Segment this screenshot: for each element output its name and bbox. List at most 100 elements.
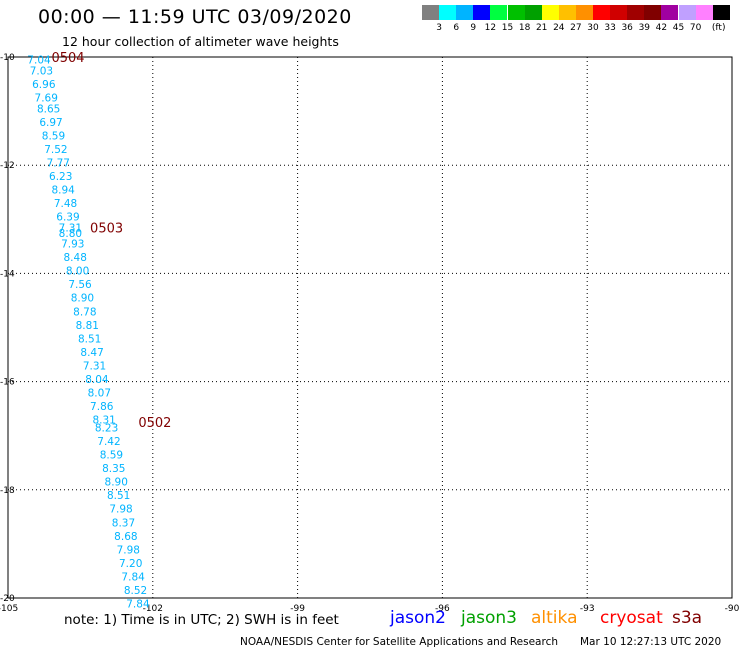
wave-height-label: 7.93	[61, 239, 84, 251]
page-title: 00:00 — 11:59 UTC 03/09/2020	[38, 6, 352, 28]
satellite-legend-s3a: s3a	[672, 608, 703, 628]
wave-height-label: 8.00	[66, 266, 89, 278]
wave-height-label: 7.52	[44, 144, 67, 156]
wave-height-label: 8.51	[78, 333, 101, 345]
colorbar-swatch	[422, 5, 439, 20]
time-label: 0504	[51, 51, 84, 66]
wave-height-label: 6.39	[56, 212, 79, 224]
y-tick-label: -12	[0, 161, 15, 171]
satellite-legend-jason2: jason2	[390, 608, 446, 628]
wave-height-label: 8.94	[51, 185, 75, 197]
colorbar-swatch	[541, 5, 559, 20]
colorbar-label: 12	[484, 23, 497, 33]
wave-height-label: 7.84	[126, 598, 150, 610]
wave-height-label: 8.07	[88, 387, 111, 399]
wave-height-label: 6.23	[49, 171, 72, 183]
wave-height-label: 8.59	[100, 450, 123, 462]
colorbar-label: 24	[553, 23, 565, 33]
wave-height-label: 8.52	[124, 585, 147, 597]
time-label: 0503	[90, 221, 123, 236]
colorbar-swatch	[473, 5, 491, 20]
wave-height-label: 7.42	[97, 436, 120, 448]
wave-height-label: 8.47	[80, 347, 103, 359]
generated-timestamp: Mar 10 12:27:13 UTC 2020	[580, 636, 722, 648]
wave-height-label: 7.86	[90, 401, 114, 413]
colorbar-swatch	[575, 5, 593, 20]
wave-height-label: 8.81	[76, 320, 99, 332]
wave-height-label: 8.90	[71, 293, 94, 305]
wave-height-label: 7.56	[68, 279, 92, 291]
wave-height-label: 7.48	[54, 198, 77, 210]
wave-height-label: 7.84	[121, 571, 145, 583]
wave-height-label: 7.31	[83, 360, 106, 372]
wave-height-label: 8.65	[37, 103, 60, 115]
colorbar-swatch	[644, 5, 662, 20]
credit-line: NOAA/NESDIS Center for Satellite Applica…	[240, 636, 558, 648]
x-tick-label: -96	[435, 604, 450, 614]
wave-height-label: 7.98	[109, 504, 132, 516]
colorbar-label: 36	[621, 23, 633, 33]
wave-height-label: 7.20	[119, 558, 142, 570]
footnote: note: 1) Time is in UTC; 2) SWH is in fe…	[64, 612, 339, 628]
colorbar-label: 21	[535, 23, 548, 33]
colorbar-swatch	[507, 5, 525, 20]
colorbar-label: 30	[587, 23, 599, 33]
page-subtitle: 12 hour collection of altimeter wave hei…	[62, 34, 339, 49]
colorbar-swatch	[712, 5, 730, 20]
wave-height-label: 6.97	[39, 117, 62, 129]
y-tick-label: -18	[0, 486, 15, 496]
colorbar-swatch	[439, 5, 457, 20]
wave-height-label: 8.35	[102, 463, 125, 475]
x-tick-label: -105	[0, 604, 18, 614]
wave-height-label: 8.59	[42, 130, 65, 142]
wave-height-label: 8.48	[64, 252, 87, 264]
wave-height-label: 8.78	[73, 306, 96, 318]
x-tick-label: -93	[580, 604, 595, 614]
colorbar-label: 70	[689, 23, 702, 33]
colorbar-label: 45	[672, 23, 685, 33]
colorbar-label: 15	[501, 23, 514, 33]
colorbar-swatch	[558, 5, 576, 20]
colorbar-swatch	[456, 5, 474, 20]
colorbar-label: 3	[436, 23, 442, 33]
colorbar-label: 27	[570, 23, 582, 33]
x-tick-label: -99	[290, 604, 305, 614]
wave-height-label: 7.98	[117, 544, 140, 556]
colorbar-swatch	[627, 5, 645, 20]
colorbar-swatch	[610, 5, 628, 20]
colorbar-label: 39	[638, 23, 651, 33]
colorbar-swatch	[490, 5, 508, 20]
colorbar-swatch	[678, 5, 696, 20]
colorbar-label: 33	[604, 23, 616, 33]
wave-height-label: 6.96	[32, 79, 56, 91]
x-tick-label: -90	[725, 604, 740, 614]
y-tick-label: -20	[0, 594, 15, 604]
wave-height-label: 8.80	[59, 228, 82, 240]
y-tick-label: -10	[0, 53, 15, 63]
y-tick-label: -14	[0, 269, 15, 279]
wave-height-label: 7.03	[30, 66, 53, 78]
satellite-legend-cryosat: cryosat	[600, 608, 663, 628]
colorbar-label: 42	[655, 23, 668, 33]
wave-height-label: 7.31	[59, 222, 82, 234]
colorbar-label: (ft)	[711, 23, 726, 33]
colorbar-label: 18	[518, 23, 531, 33]
satellite-legend-jason3: jason3	[461, 608, 517, 628]
y-tick-label: -16	[0, 378, 15, 388]
colorbar-swatch	[695, 5, 713, 20]
time-label: 0502	[138, 416, 171, 431]
wave-height-label: 8.68	[114, 531, 137, 543]
colorbar-swatch	[593, 5, 610, 20]
x-tick-label: -102	[143, 604, 163, 614]
wave-height-label: 8.23	[95, 423, 118, 435]
colorbar-swatch	[524, 5, 542, 20]
wave-height-label: 8.31	[92, 414, 115, 426]
colorbar-label: 6	[453, 23, 460, 33]
wave-height-label: 7.77	[47, 157, 70, 169]
colorbar-swatch	[661, 5, 679, 20]
wave-height-label: 8.04	[85, 374, 109, 386]
satellite-legend-altika: altika	[531, 608, 578, 628]
wave-height-label: 7.69	[35, 93, 58, 105]
wave-height-label: 7.04	[27, 55, 51, 67]
